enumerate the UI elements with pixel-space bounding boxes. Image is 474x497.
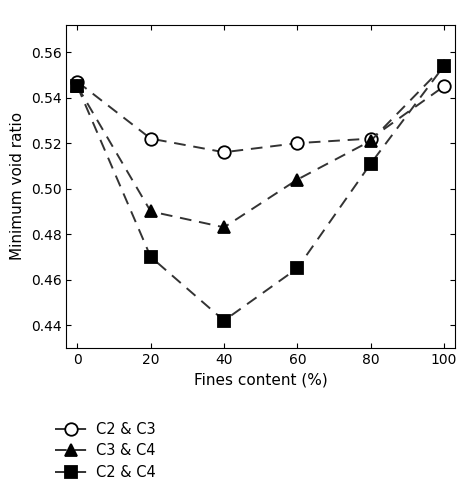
Legend: C2 & C3, C3 & C4, C2 & C4: C2 & C3, C3 & C4, C2 & C4 <box>55 421 155 480</box>
X-axis label: Fines content (%): Fines content (%) <box>194 372 328 387</box>
Y-axis label: Minimum void ratio: Minimum void ratio <box>10 112 25 260</box>
